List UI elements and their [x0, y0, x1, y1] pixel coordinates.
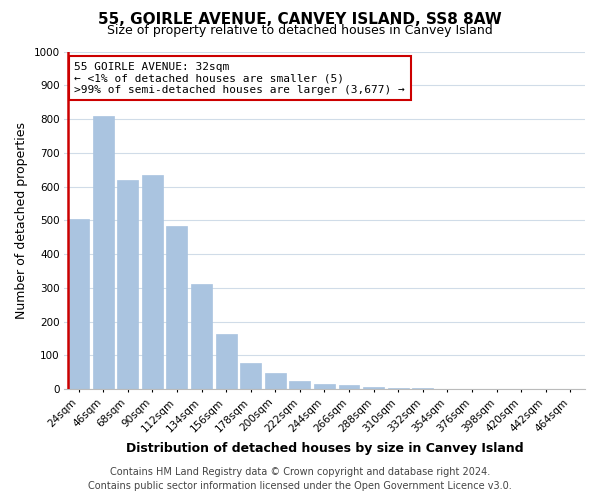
Bar	[240, 363, 261, 389]
Bar	[314, 384, 335, 389]
Bar	[118, 180, 138, 389]
X-axis label: Distribution of detached houses by size in Canvey Island: Distribution of detached houses by size …	[125, 442, 523, 455]
Text: Contains HM Land Registry data © Crown copyright and database right 2024.
Contai: Contains HM Land Registry data © Crown c…	[88, 467, 512, 491]
Text: 55, GOIRLE AVENUE, CANVEY ISLAND, SS8 8AW: 55, GOIRLE AVENUE, CANVEY ISLAND, SS8 8A…	[98, 12, 502, 26]
Bar	[289, 380, 310, 389]
Y-axis label: Number of detached properties: Number of detached properties	[15, 122, 28, 319]
Bar	[388, 388, 409, 389]
Bar	[363, 388, 384, 389]
Bar	[142, 174, 163, 389]
Text: 55 GOIRLE AVENUE: 32sqm
← <1% of detached houses are smaller (5)
>99% of semi-de: 55 GOIRLE AVENUE: 32sqm ← <1% of detache…	[74, 62, 405, 95]
Text: Size of property relative to detached houses in Canvey Island: Size of property relative to detached ho…	[107, 24, 493, 37]
Bar	[191, 284, 212, 389]
Bar	[93, 116, 113, 389]
Bar	[215, 334, 236, 389]
Bar	[412, 388, 433, 389]
Bar	[166, 226, 187, 389]
Bar	[265, 374, 286, 389]
Bar	[338, 385, 359, 389]
Bar	[68, 218, 89, 389]
